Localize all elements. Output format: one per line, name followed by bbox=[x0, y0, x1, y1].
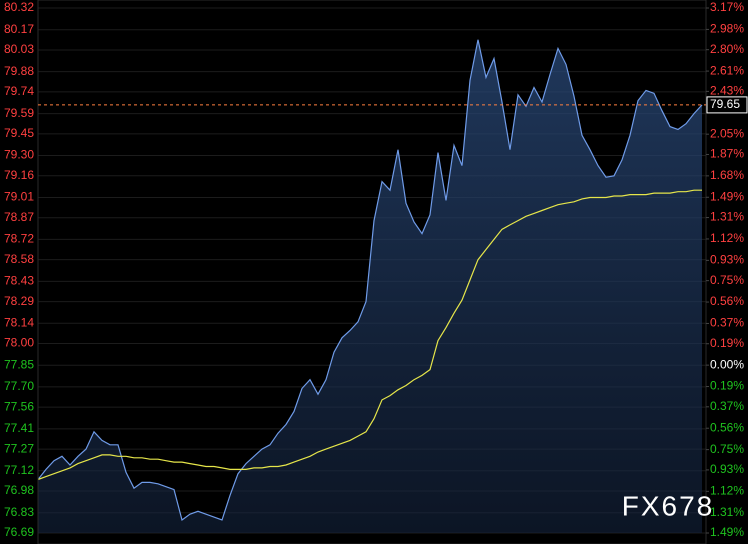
price-line bbox=[37, 39, 703, 522]
y-tick-label: 78.43 bbox=[4, 274, 34, 288]
y2-tick-label: 1.31% bbox=[710, 505, 744, 519]
y2-tick-label: 0.00% bbox=[710, 357, 744, 371]
y-tick-label: 79.16 bbox=[4, 168, 34, 182]
y2-tick-label: 2.80% bbox=[710, 42, 744, 56]
y2-tick-label: 0.56% bbox=[710, 294, 744, 308]
y2-tick-label: 1.68% bbox=[710, 168, 744, 182]
y2-tick-label: 0.19% bbox=[710, 379, 744, 393]
y-tick-label: 80.32 bbox=[4, 0, 34, 14]
y-tick-label: 77.41 bbox=[4, 421, 34, 435]
average-line bbox=[37, 189, 702, 481]
y-tick-label: 79.30 bbox=[4, 148, 34, 162]
y-tick-label: 78.72 bbox=[4, 232, 34, 246]
y2-tick-label: 2.98% bbox=[710, 22, 744, 36]
y2-tick-label: 1.49% bbox=[710, 525, 744, 539]
plot-frame bbox=[37, 0, 707, 544]
y2-tick-label: 2.43% bbox=[710, 84, 744, 98]
y2-tick-label: 0.37% bbox=[710, 399, 744, 413]
watermark: FX678 bbox=[622, 490, 715, 521]
y-tick-label: 80.17 bbox=[4, 22, 34, 36]
y-tick-label: 76.69 bbox=[4, 525, 34, 539]
y-tick-label: 77.27 bbox=[4, 441, 34, 455]
y2-tick-label: 0.37% bbox=[710, 316, 744, 330]
y-tick-label: 77.85 bbox=[4, 357, 34, 371]
y2-tick-label: 2.61% bbox=[710, 63, 744, 77]
y-tick-label: 77.70 bbox=[4, 379, 34, 393]
y-tick-label: 79.59 bbox=[4, 106, 34, 120]
y-tick-label: 78.29 bbox=[4, 294, 34, 308]
y-tick-label: 78.14 bbox=[4, 315, 34, 329]
y2-tick-label: 0.75% bbox=[710, 273, 744, 287]
current-price-box bbox=[706, 96, 748, 114]
y2-tick-label: 3.17% bbox=[710, 0, 744, 14]
y2-tick-label: 1.31% bbox=[710, 210, 744, 224]
y-tick-label: 76.83 bbox=[4, 505, 34, 519]
y2-tick-label: 1.49% bbox=[710, 189, 744, 203]
y-tick-label: 79.45 bbox=[4, 126, 34, 140]
current-price-label: 79.65 bbox=[710, 97, 740, 111]
y-tick-label: 79.74 bbox=[4, 84, 34, 98]
y-tick-label: 80.03 bbox=[4, 42, 34, 56]
y-tick-label: 78.87 bbox=[4, 210, 34, 224]
y2-tick-label: 0.93% bbox=[710, 253, 744, 267]
y2-tick-label: 1.12% bbox=[710, 231, 744, 245]
y2-tick-label: 1.12% bbox=[710, 483, 744, 497]
y-tick-label: 79.01 bbox=[4, 190, 34, 204]
y-tick-label: 77.56 bbox=[4, 399, 34, 413]
price-area bbox=[38, 39, 702, 534]
y2-tick-label: 0.75% bbox=[710, 442, 744, 456]
y-tick-label: 77.12 bbox=[4, 463, 34, 477]
y2-tick-label: 2.05% bbox=[710, 126, 744, 140]
y2-tick-label: 1.87% bbox=[710, 147, 744, 161]
y-tick-label: 79.88 bbox=[4, 64, 34, 78]
y-tick-label: 76.98 bbox=[4, 483, 34, 497]
y2-tick-label: 0.56% bbox=[710, 420, 744, 434]
y-tick-label: 78.00 bbox=[4, 336, 34, 350]
y2-tick-label: 0.93% bbox=[710, 462, 744, 476]
y-tick-label: 78.58 bbox=[4, 252, 34, 266]
y2-tick-label: 0.19% bbox=[710, 336, 744, 350]
